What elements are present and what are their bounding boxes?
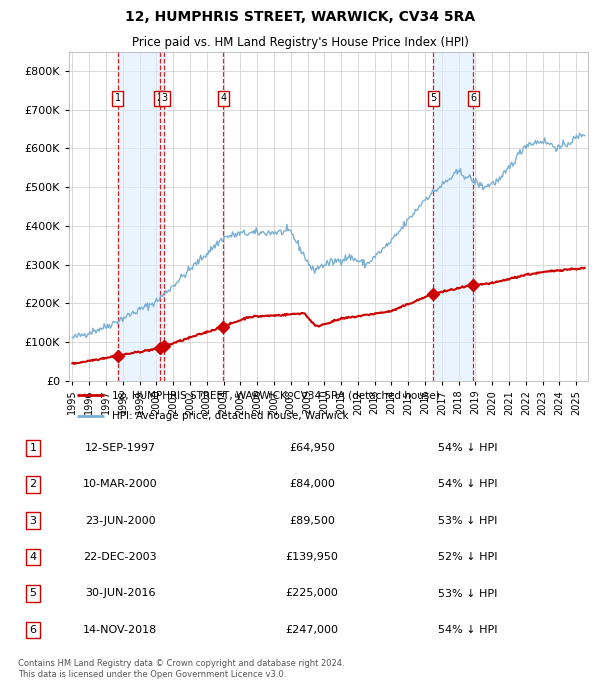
Text: Contains HM Land Registry data © Crown copyright and database right 2024.: Contains HM Land Registry data © Crown c… <box>18 658 344 668</box>
Text: 14-NOV-2018: 14-NOV-2018 <box>83 625 157 635</box>
Text: 4: 4 <box>29 552 37 562</box>
Text: 6: 6 <box>470 93 476 103</box>
Text: 4: 4 <box>220 93 226 103</box>
Text: 3: 3 <box>161 93 167 103</box>
Text: £64,950: £64,950 <box>289 443 335 453</box>
Text: 5: 5 <box>29 588 37 598</box>
Text: £139,950: £139,950 <box>286 552 338 562</box>
Text: HPI: Average price, detached house, Warwick: HPI: Average price, detached house, Warw… <box>112 411 349 421</box>
Text: Price paid vs. HM Land Registry's House Price Index (HPI): Price paid vs. HM Land Registry's House … <box>131 36 469 49</box>
Bar <box>433 52 473 381</box>
Text: 53% ↓ HPI: 53% ↓ HPI <box>439 515 497 526</box>
Text: 53% ↓ HPI: 53% ↓ HPI <box>439 588 497 598</box>
Text: £89,500: £89,500 <box>289 515 335 526</box>
Text: 5: 5 <box>430 93 437 103</box>
Text: 12-SEP-1997: 12-SEP-1997 <box>85 443 155 453</box>
Text: 52% ↓ HPI: 52% ↓ HPI <box>438 552 498 562</box>
Text: 3: 3 <box>29 515 37 526</box>
Text: 2: 2 <box>157 93 163 103</box>
Text: £84,000: £84,000 <box>289 479 335 490</box>
Text: £247,000: £247,000 <box>286 625 338 635</box>
Text: 1: 1 <box>115 93 121 103</box>
Text: £225,000: £225,000 <box>286 588 338 598</box>
Text: 2: 2 <box>29 479 37 490</box>
Text: 10-MAR-2000: 10-MAR-2000 <box>83 479 157 490</box>
Text: 12, HUMPHRIS STREET, WARWICK, CV34 5RA (detached house): 12, HUMPHRIS STREET, WARWICK, CV34 5RA (… <box>112 390 440 401</box>
Text: 1: 1 <box>29 443 37 453</box>
Text: 54% ↓ HPI: 54% ↓ HPI <box>438 443 498 453</box>
Text: 6: 6 <box>29 625 37 635</box>
Text: 23-JUN-2000: 23-JUN-2000 <box>85 515 155 526</box>
Text: 54% ↓ HPI: 54% ↓ HPI <box>438 625 498 635</box>
Text: 22-DEC-2003: 22-DEC-2003 <box>83 552 157 562</box>
Text: 12, HUMPHRIS STREET, WARWICK, CV34 5RA: 12, HUMPHRIS STREET, WARWICK, CV34 5RA <box>125 10 475 24</box>
Text: 30-JUN-2016: 30-JUN-2016 <box>85 588 155 598</box>
Text: 54% ↓ HPI: 54% ↓ HPI <box>438 479 498 490</box>
Text: This data is licensed under the Open Government Licence v3.0.: This data is licensed under the Open Gov… <box>18 670 286 679</box>
Bar <box>118 52 164 381</box>
